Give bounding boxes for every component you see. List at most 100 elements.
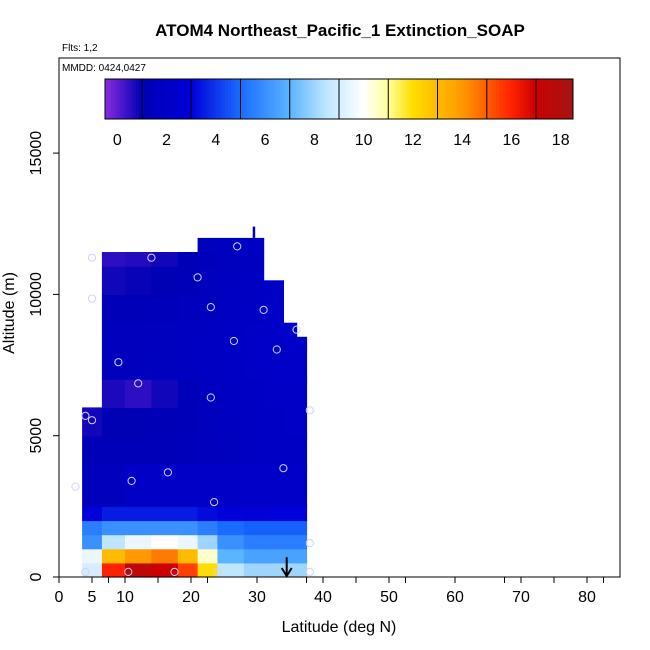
colorbar-swatch xyxy=(126,79,131,119)
colorbar-swatch xyxy=(477,79,482,119)
colorbar-tick-label: 18 xyxy=(552,132,570,149)
colorbar-swatch xyxy=(141,79,146,119)
colorbar-swatch xyxy=(363,79,368,119)
heatmap-cell xyxy=(217,266,245,295)
colorbar-swatch xyxy=(339,79,343,119)
colorbar-swatch xyxy=(129,79,134,119)
x-tick-label: 20 xyxy=(182,589,200,606)
heatmap-cell xyxy=(125,520,152,536)
sample-point xyxy=(206,393,215,402)
colorbar-swatch xyxy=(486,79,491,119)
sample-point xyxy=(127,476,136,485)
heatmap-cell xyxy=(217,435,245,465)
heatmap-cell xyxy=(243,266,265,295)
heatmap-cell xyxy=(125,294,152,324)
colorbar-swatch xyxy=(123,79,127,119)
heatmap-cell xyxy=(82,534,103,550)
heatmap-cell xyxy=(151,350,179,380)
heatmap-cell xyxy=(296,350,308,380)
heatmap-cell xyxy=(243,350,265,380)
sample-point xyxy=(81,411,90,420)
colorbar-swatch xyxy=(545,79,549,119)
heatmap-cell xyxy=(197,562,218,578)
colorbar-swatch xyxy=(529,79,534,119)
colorbar-swatch xyxy=(422,79,426,119)
colorbar-swatch xyxy=(172,79,177,119)
colorbar-tick-label: 16 xyxy=(503,132,521,149)
colorbar-swatch xyxy=(539,79,543,119)
heatmap-cell xyxy=(217,350,245,380)
heatmap-cell xyxy=(243,407,265,437)
colorbar-swatch xyxy=(431,79,435,119)
colorbar-swatch xyxy=(449,79,454,119)
heatmap-cell xyxy=(177,294,199,324)
x-axis: 0 5 10 20 30 40 50 60 70 80 xyxy=(55,577,604,606)
heatmap-cell xyxy=(125,350,152,380)
colorbar-swatch xyxy=(446,79,451,119)
colorbar-swatch xyxy=(357,79,361,119)
colorbar-tick-label: 14 xyxy=(453,132,471,149)
colorbar-swatch xyxy=(175,79,180,119)
heatmap-cell xyxy=(177,548,199,564)
heatmap-cell xyxy=(296,506,308,522)
colorbar-tick-label: 6 xyxy=(261,132,270,149)
colorbar-swatch xyxy=(468,79,472,119)
sample-point xyxy=(305,539,314,548)
heatmap-cell xyxy=(101,506,126,522)
heatmap-cell xyxy=(263,464,284,507)
heatmap-cell xyxy=(82,407,103,437)
sample-point xyxy=(206,303,215,312)
colorbar-swatch xyxy=(283,79,288,119)
sample-point xyxy=(114,358,123,367)
heatmap-cell xyxy=(101,294,126,324)
heatmap-cell xyxy=(243,464,265,507)
heatmap-cell xyxy=(177,534,199,550)
colorbar-swatch xyxy=(335,79,340,119)
colorbar-swatch xyxy=(145,79,149,119)
y-tick-label: 5000 xyxy=(28,418,45,454)
colorbar-swatch xyxy=(342,79,346,119)
colorbar-swatch xyxy=(117,79,121,119)
colorbar-swatch xyxy=(234,79,238,119)
flights-label: Flts: 1,2 xyxy=(62,43,98,54)
heatmap-cell xyxy=(101,407,126,437)
colorbar-swatch xyxy=(292,79,297,119)
colorbar-swatch xyxy=(265,79,269,119)
heatmap-cell xyxy=(197,548,218,564)
colorbar-swatch xyxy=(212,79,217,119)
heatmap-cell xyxy=(125,506,152,522)
heatmap-cell xyxy=(82,548,103,564)
y-tick-label: 15000 xyxy=(28,131,45,176)
colorbar-swatch xyxy=(425,79,429,119)
colorbar-swatch xyxy=(320,79,325,119)
colorbar-swatch xyxy=(246,79,251,119)
colorbar-swatch xyxy=(526,79,531,119)
colorbar-swatch xyxy=(240,79,244,119)
heatmap-cell xyxy=(243,534,265,550)
heatmap-cell xyxy=(177,252,199,267)
marker-arrow-head xyxy=(280,567,293,578)
colorbar-swatch xyxy=(105,79,109,119)
colorbar-swatch xyxy=(274,79,278,119)
colorbar-swatch xyxy=(492,79,497,119)
heatmap-cell xyxy=(101,562,126,578)
heatmap-cell xyxy=(283,435,298,465)
heatmap-cell xyxy=(101,534,126,550)
colorbar: 0 2 4 6 8 10 12 14 16 18 xyxy=(104,78,574,149)
colorbar-swatch xyxy=(483,79,488,119)
heatmap-cell xyxy=(101,435,126,465)
colorbar-swatch xyxy=(406,79,411,119)
heatmap-cell xyxy=(283,548,298,564)
sample-point xyxy=(87,253,97,262)
colorbar-swatch xyxy=(191,79,195,119)
colorbar-swatch xyxy=(351,79,355,119)
colorbar-swatch xyxy=(554,79,559,119)
colorbar-swatch xyxy=(271,79,275,119)
colorbar-swatch xyxy=(397,79,401,119)
heatmap-cell xyxy=(197,407,218,437)
colorbar-tick-label: 4 xyxy=(211,132,220,149)
colorbar-swatch xyxy=(514,79,518,119)
colorbar-swatch xyxy=(409,79,414,119)
heatmap-cell xyxy=(283,520,298,536)
colorbar-swatch xyxy=(252,79,257,119)
